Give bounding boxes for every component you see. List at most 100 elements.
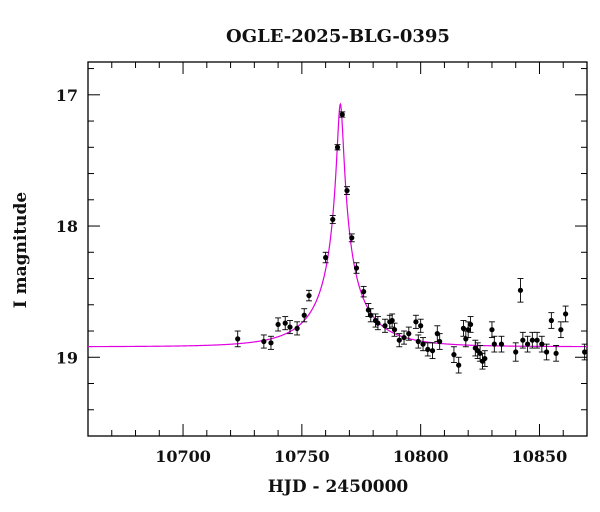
data-point (353, 262, 360, 274)
data-point (534, 331, 541, 349)
point-marker (406, 331, 412, 337)
point-marker (401, 334, 407, 341)
point-marker (391, 327, 398, 333)
data-point (553, 345, 560, 362)
data-point (344, 186, 351, 195)
data-point (322, 251, 329, 264)
data-point (529, 331, 536, 349)
point-marker (418, 323, 424, 329)
point-marker (489, 327, 495, 333)
point-marker (534, 337, 540, 343)
x-tick-label: 10800 (393, 447, 449, 466)
data-point (424, 342, 431, 357)
data-point (401, 330, 408, 345)
data-point (382, 318, 389, 333)
x-axis-label: HJD - 2450000 (268, 477, 409, 497)
point-marker (261, 338, 267, 345)
data-point (374, 316, 381, 331)
data-point (450, 346, 457, 363)
x-tick-label: 10850 (512, 447, 568, 466)
point-marker (344, 188, 350, 194)
point-marker (513, 349, 519, 355)
y-tick-label: 18 (56, 217, 78, 236)
chart-title: OGLE-2025-BLG-0395 (226, 26, 450, 47)
data-point (498, 335, 505, 353)
data-point (429, 342, 436, 360)
point-marker (524, 341, 531, 347)
axis-ticks: 10700 10750 10800 10850 17 18 19 (56, 62, 588, 466)
point-marker (365, 307, 371, 313)
point-marker (463, 336, 469, 342)
point-marker (382, 323, 388, 329)
point-marker (323, 254, 329, 261)
point-marker (582, 349, 588, 355)
data-point (557, 321, 564, 339)
point-marker (361, 289, 367, 295)
data-point (275, 317, 282, 332)
point-marker (517, 287, 524, 293)
point-marker (558, 327, 564, 333)
point-marker (268, 340, 274, 346)
y-tick-label: 19 (56, 348, 78, 367)
data-point (389, 313, 396, 328)
y-axis-label: I magnitude (11, 192, 31, 309)
point-marker (529, 337, 535, 343)
data-point (436, 333, 443, 350)
point-marker (451, 352, 457, 358)
point-marker (415, 338, 421, 345)
point-marker (539, 341, 545, 347)
data-point (581, 343, 588, 361)
point-marker (306, 292, 312, 299)
data-point (512, 342, 519, 362)
point-marker (349, 235, 355, 241)
point-marker (389, 317, 395, 324)
point-marker (520, 337, 526, 343)
data-point (396, 333, 403, 348)
data-point (417, 318, 424, 333)
data-point (467, 316, 474, 333)
point-marker (482, 355, 488, 362)
point-marker (429, 348, 436, 354)
point-marker (420, 341, 426, 347)
data-point (460, 320, 467, 337)
point-marker (498, 341, 505, 347)
data-point (543, 343, 550, 361)
data-point (455, 356, 462, 374)
point-marker (396, 337, 402, 343)
point-marker (294, 325, 300, 331)
data-point (305, 289, 312, 302)
data-point (412, 314, 419, 329)
point-marker (491, 341, 497, 347)
point-marker (353, 265, 360, 271)
point-marker (456, 362, 462, 368)
y-tick-label: 17 (56, 86, 78, 105)
point-marker (460, 325, 467, 331)
data-points-layer (234, 111, 588, 374)
point-marker (287, 324, 293, 330)
data-point (334, 144, 341, 151)
x-tick-label: 10700 (155, 447, 211, 466)
model-curve-layer (87, 102, 587, 348)
point-marker (334, 144, 341, 150)
data-point (491, 335, 498, 353)
data-point (420, 337, 427, 352)
data-point (391, 322, 398, 337)
data-point (329, 215, 336, 224)
point-marker (375, 320, 381, 326)
data-point (405, 326, 412, 341)
point-marker (301, 312, 307, 318)
point-marker (368, 312, 374, 318)
data-point (415, 334, 422, 349)
point-marker (465, 327, 471, 333)
point-marker (548, 317, 554, 324)
data-point (267, 335, 274, 350)
data-point (517, 278, 524, 303)
point-marker (330, 216, 336, 223)
point-marker (563, 311, 569, 317)
data-point (282, 316, 289, 331)
point-marker (553, 350, 559, 356)
data-point (548, 312, 555, 329)
point-marker (339, 111, 345, 118)
